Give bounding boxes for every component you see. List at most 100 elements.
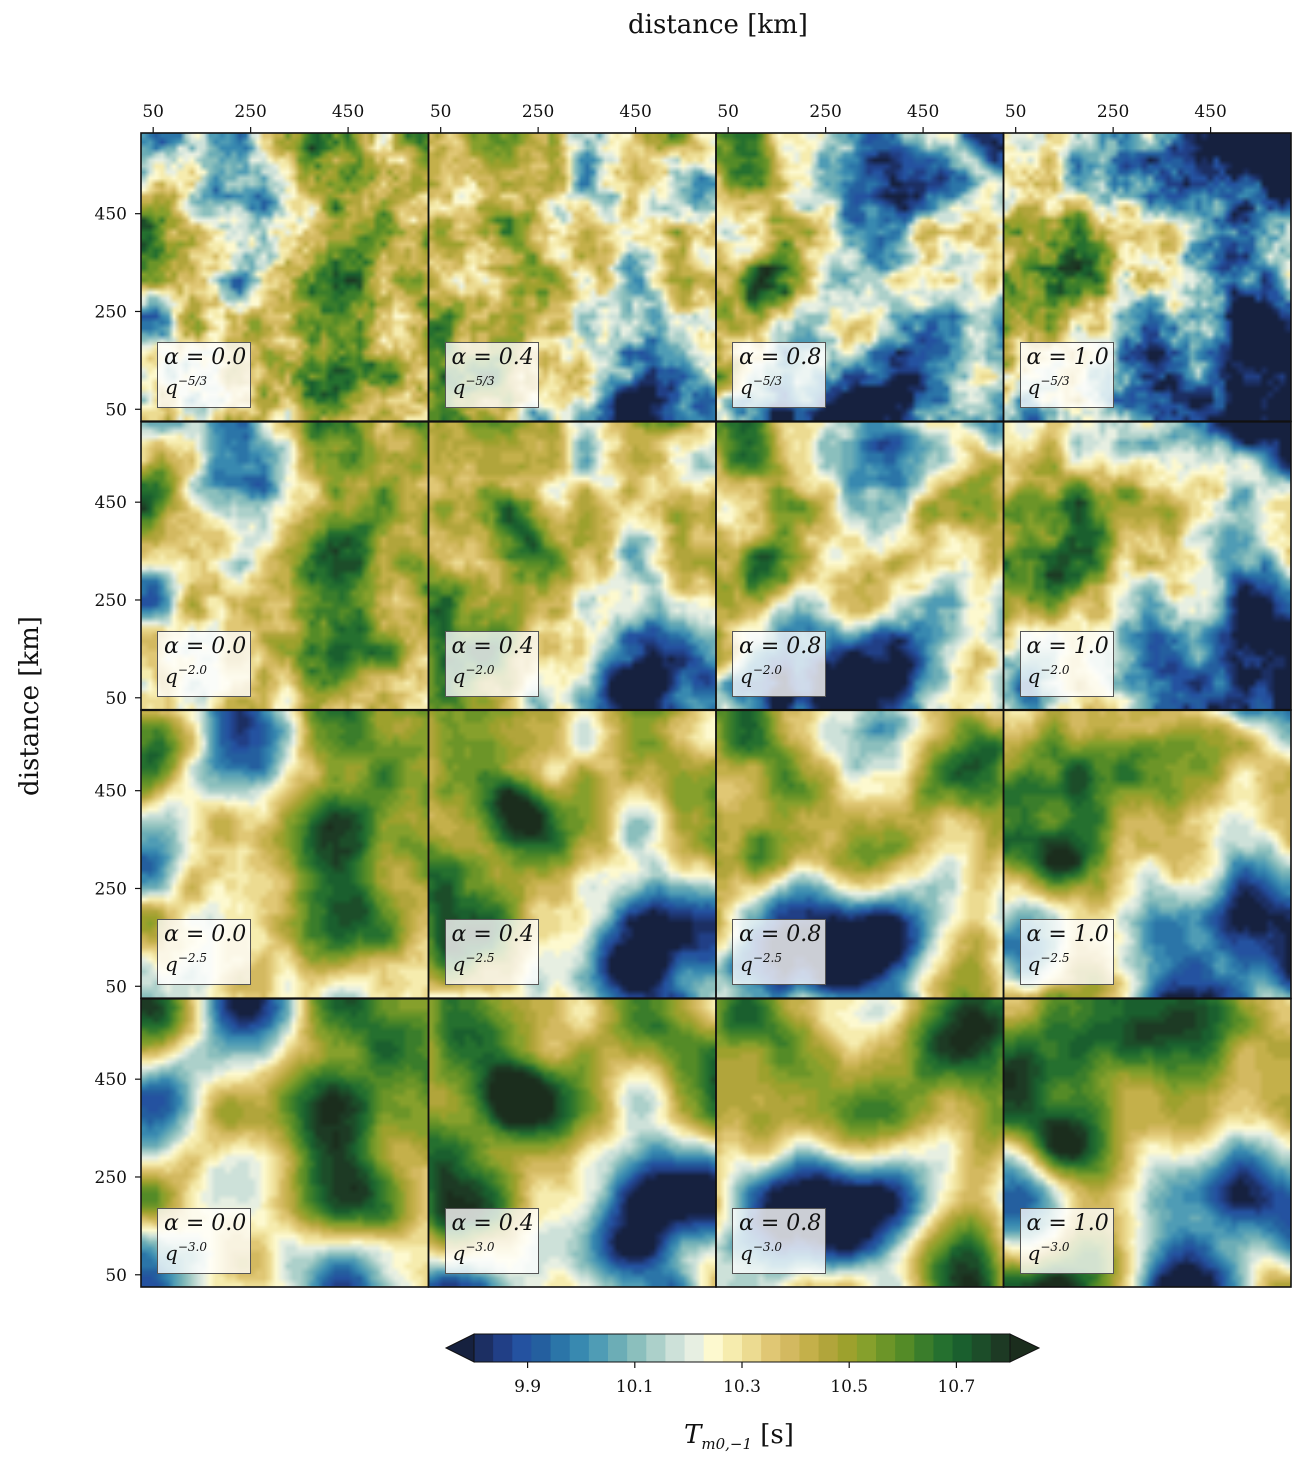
colorbar-swatch <box>818 1334 839 1362</box>
spectrum-exponent: −5/3 <box>752 374 783 388</box>
spectrum-label: q−3.0 <box>1027 1239 1070 1265</box>
y-tick-label: 50 <box>105 400 127 420</box>
y-tick-label: 250 <box>95 879 127 899</box>
colorbar-swatch <box>703 1334 724 1362</box>
colorbar-swatch <box>493 1334 513 1362</box>
spectrum-label: q−3.0 <box>452 1239 495 1265</box>
y-tick-label: 50 <box>105 1266 127 1286</box>
x-tick-label: 450 <box>1194 102 1226 122</box>
x-tick-label: 50 <box>142 102 164 122</box>
spectrum-exponent: −2.5 <box>752 951 782 965</box>
x-tick-label: 250 <box>809 102 841 122</box>
colorbar-label-symbol: T <box>684 1420 702 1450</box>
colorbar-swatch <box>971 1334 992 1362</box>
spectrum-exponent: −3.0 <box>465 1239 495 1254</box>
spectrum-label: q−3.0 <box>165 1239 207 1265</box>
colorbar-label: Tm0,−1 [s] <box>684 1420 794 1453</box>
alpha-label: α = 0.8 <box>739 922 822 947</box>
colorbar-swatch <box>914 1334 934 1362</box>
alpha-label: α = 0.4 <box>451 345 534 370</box>
x-tick-label: 250 <box>522 102 554 122</box>
spectrum-exponent: −5/3 <box>465 374 495 388</box>
colorbar-swatch <box>722 1334 743 1362</box>
alpha-label: α = 0.0 <box>164 345 247 370</box>
alpha-label: α = 0.8 <box>739 1210 822 1236</box>
alpha-label: α = 1.0 <box>1026 1210 1109 1236</box>
y-tick-label: 450 <box>95 205 127 225</box>
colorbar-swatch <box>531 1334 552 1362</box>
spectrum-label: q−2.0 <box>1027 662 1070 688</box>
spectrum-exponent: −2.0 <box>752 662 782 677</box>
colorbar-tick-label: 9.9 <box>514 1377 541 1397</box>
panel-annotation: α = 0.0 q−5/3 <box>157 342 251 408</box>
colorbar-swatch <box>665 1334 686 1362</box>
panel-annotation: α = 0.8 q−5/3 <box>732 342 826 408</box>
spectrum-label: q−5/3 <box>1027 374 1070 399</box>
panel-annotation: α = 1.0 q−5/3 <box>1019 342 1114 408</box>
colorbar-tick-label: 10.3 <box>723 1377 761 1397</box>
alpha-label: α = 1.0 <box>1026 633 1109 659</box>
colorbar-swatch <box>895 1334 915 1362</box>
panel-annotation: α = 0.0 q−2.5 <box>157 919 251 985</box>
alpha-label: α = 1.0 <box>1026 345 1109 370</box>
spectrum-exponent: −5/3 <box>1040 374 1070 388</box>
x-tick-label: 450 <box>907 102 939 122</box>
colorbar-swatch <box>990 1334 1011 1362</box>
colorbar-swatch <box>588 1334 609 1362</box>
colorbar-swatch <box>474 1334 494 1362</box>
panel-annotation: α = 0.0 q−2.0 <box>157 630 251 697</box>
colorbar-swatch <box>761 1334 781 1362</box>
y-tick-label: 450 <box>95 493 127 513</box>
colorbar-swatch <box>569 1334 590 1362</box>
colorbar-tick-label: 10.7 <box>937 1377 975 1397</box>
colorbar-swatch <box>684 1334 705 1362</box>
alpha-label: α = 0.8 <box>739 633 822 659</box>
panel-annotation: α = 1.0 q−2.0 <box>1019 630 1114 697</box>
panel-annotation: α = 1.0 q−2.5 <box>1019 919 1114 985</box>
spectrum-label: q−5/3 <box>452 374 495 399</box>
colorbar-swatch <box>876 1334 896 1362</box>
spectrum-exponent: −2.0 <box>177 662 207 677</box>
x-tick-label: 50 <box>717 102 739 122</box>
spectrum-label: q−2.5 <box>165 951 207 976</box>
y-axis-label: distance [km] <box>15 616 45 796</box>
y-tick-label: 250 <box>95 302 127 322</box>
colorbar-label-subscript: m0,−1 <box>701 1435 752 1454</box>
alpha-label: α = 0.8 <box>739 345 822 370</box>
colorbar-swatch <box>933 1334 954 1362</box>
x-tick-label: 50 <box>430 102 452 122</box>
x-tick-label: 450 <box>332 102 364 122</box>
panel-annotation: α = 0.0 q−3.0 <box>157 1207 251 1274</box>
spectrum-label: q−2.0 <box>740 662 782 688</box>
alpha-label: α = 0.4 <box>451 1210 534 1236</box>
alpha-label: α = 0.4 <box>451 922 534 947</box>
panel-annotation: α = 0.4 q−2.5 <box>444 919 539 985</box>
spectrum-exponent: −2.0 <box>465 662 495 677</box>
top-axis-label: distance [km] <box>628 10 808 40</box>
panel-annotation: α = 0.8 q−2.5 <box>732 919 826 985</box>
alpha-label: α = 1.0 <box>1026 922 1109 947</box>
spectrum-label: q−2.5 <box>452 951 495 976</box>
alpha-label: α = 0.0 <box>164 633 247 659</box>
x-tick-label: 450 <box>619 102 651 122</box>
colorbar: 9.9 10.1 10.3 10.5 10.7 <box>444 1333 1041 1397</box>
alpha-label: α = 0.0 <box>164 922 247 947</box>
alpha-label: α = 0.4 <box>451 633 534 659</box>
x-tick-label: 250 <box>1097 102 1129 122</box>
y-tick-label: 250 <box>95 591 127 611</box>
spectrum-exponent: −3.0 <box>1040 1239 1070 1254</box>
colorbar-swatch <box>952 1334 973 1362</box>
colorbar-swatch <box>780 1334 800 1362</box>
y-tick-label: 250 <box>95 1168 127 1188</box>
colorbar-swatch <box>627 1334 647 1362</box>
colorbar-tick-label: 10.5 <box>830 1377 868 1397</box>
panel-annotation: α = 0.4 q−2.0 <box>444 630 539 697</box>
colorbar-tick-label: 10.1 <box>616 1377 654 1397</box>
colorbar-label-unit: [s] <box>760 1420 794 1450</box>
y-tick-label: 50 <box>105 689 127 709</box>
spectrum-exponent: −5/3 <box>177 374 208 388</box>
colorbar-extend-high <box>1009 1333 1041 1363</box>
y-tick-label: 450 <box>95 1070 127 1090</box>
spectrum-exponent: −2.0 <box>1040 662 1070 677</box>
